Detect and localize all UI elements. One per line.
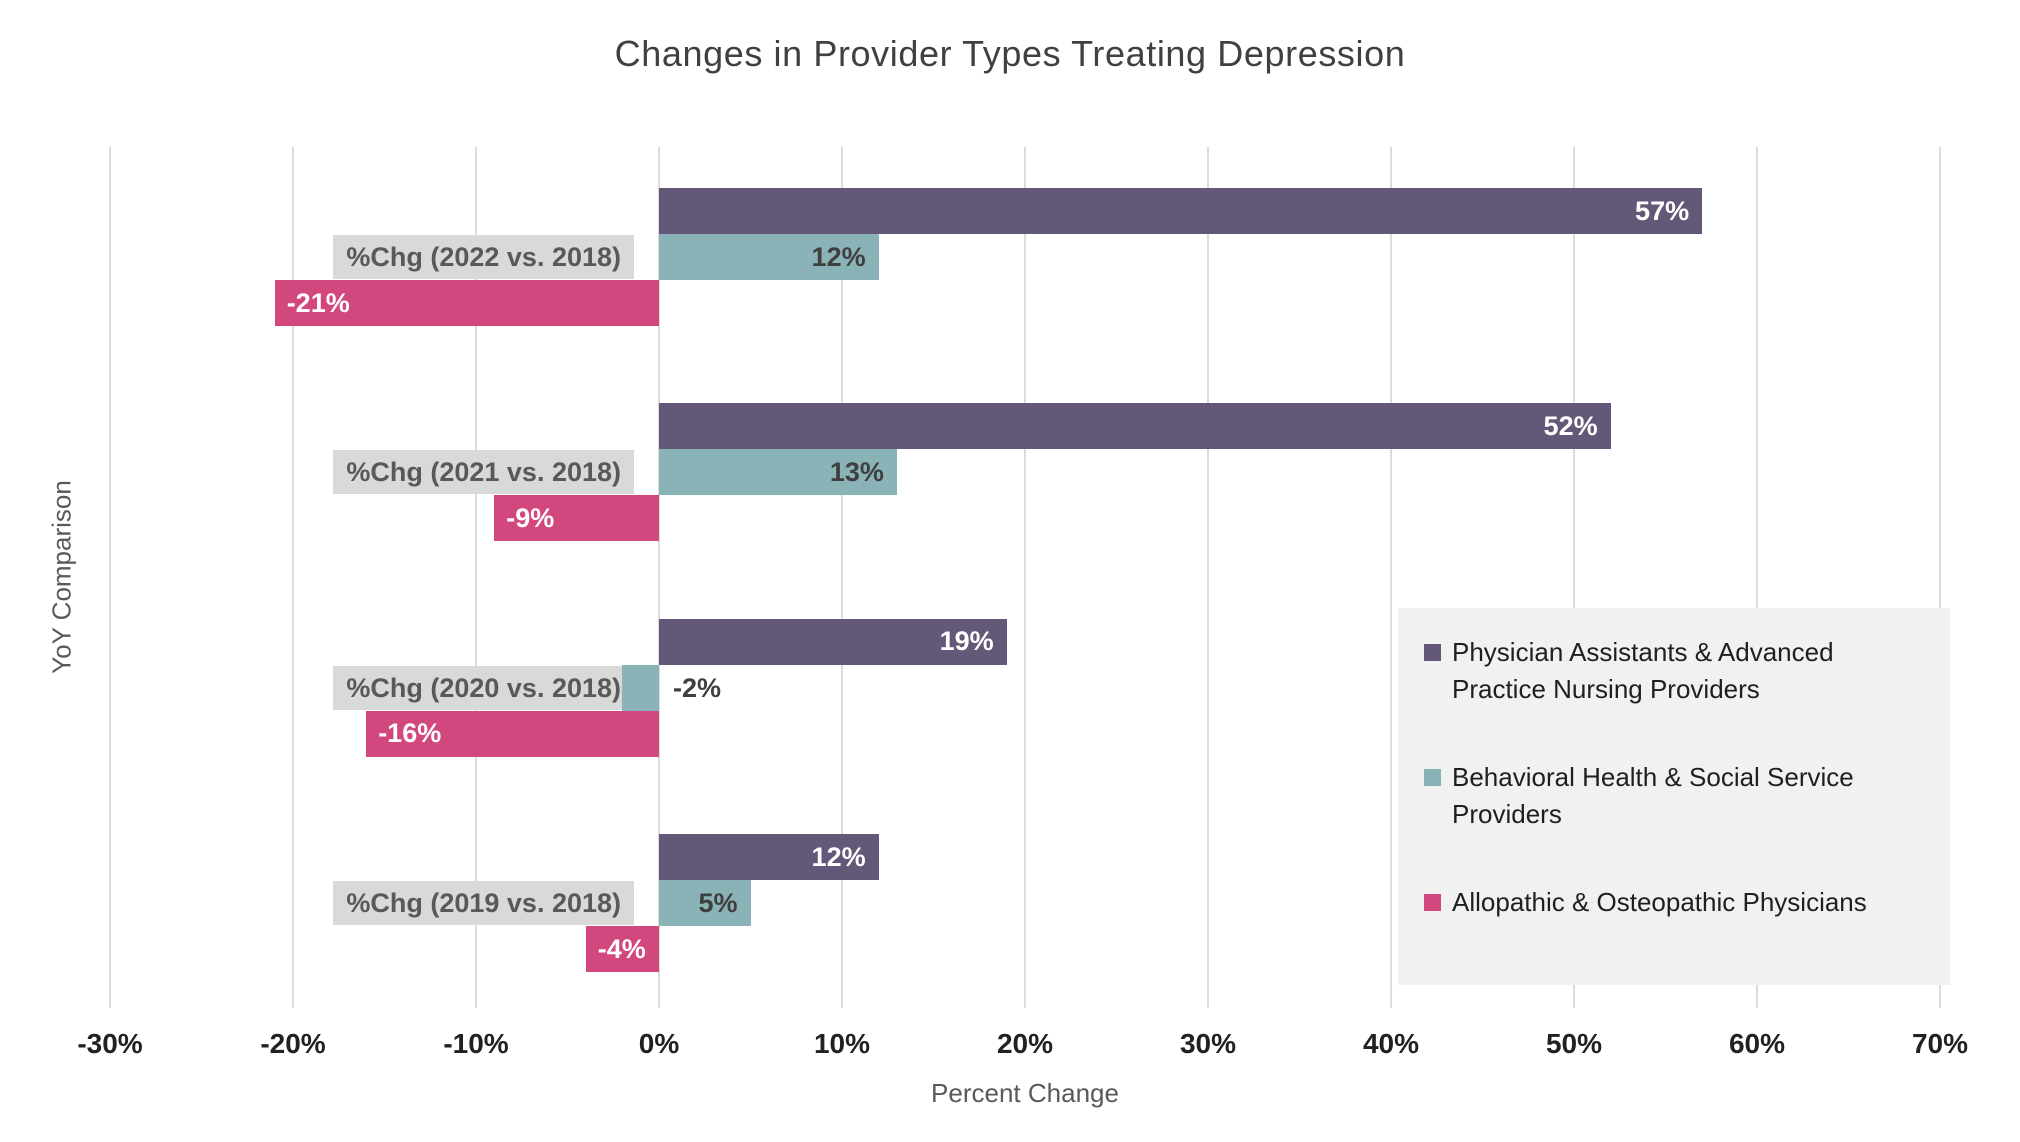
legend-item-physician-assistants-apn: Physician Assistants & Advanced Practice… (1424, 634, 1930, 708)
x-tick-label: 20% (996, 1028, 1054, 1059)
bar-label: -2% (673, 672, 722, 703)
x-tick-label: 30% (1179, 1028, 1237, 1059)
bar-label: 12% (811, 841, 866, 872)
x-tick-label: -10% (443, 1028, 509, 1059)
legend-label: Allopathic & Osteopathic Physicians (1452, 887, 1867, 917)
category-label-2022: %Chg (2022 vs. 2018) (333, 235, 634, 279)
bar-label: 5% (698, 887, 738, 918)
bar-physician-assistants-apn-2021: 52% (659, 403, 1611, 450)
x-tick-label: 50% (1545, 1028, 1603, 1059)
bar-label: -4% (597, 933, 646, 964)
bar-behavioral-health-ss-2019: 5% (659, 880, 751, 926)
bar-behavioral-health-ss-2022: 12% (659, 234, 879, 280)
bar-allopathic-osteopathic-2022: -21% (274, 280, 659, 326)
gridline (109, 147, 111, 1008)
x-tick-label: -30% (77, 1028, 143, 1059)
gridline (1207, 147, 1209, 1008)
bar-label: -9% (506, 502, 555, 533)
bar-label: 19% (939, 626, 994, 657)
bar-label: 57% (1635, 195, 1690, 226)
legend-swatch-allopathic-osteopathic (1424, 894, 1441, 911)
bar-physician-assistants-apn-2022: 57% (659, 188, 1703, 234)
chart-title: Changes in Provider Types Treating Depre… (614, 33, 1406, 74)
y-axis-title: YoY Comparison (46, 480, 77, 674)
gridline (1939, 147, 1941, 1008)
bar-label: -21% (286, 287, 350, 318)
bar-label: 13% (829, 456, 884, 487)
x-axis-title: Percent Change (931, 1078, 1119, 1108)
gridline (1390, 147, 1392, 1008)
bar-behavioral-health-ss-2021: 13% (659, 449, 897, 496)
legend-item-allopathic-osteopathic: Allopathic & Osteopathic Physicians (1424, 884, 1930, 921)
x-tick-label: 0% (638, 1028, 680, 1059)
legend-label: Physician Assistants & Advanced Practice… (1452, 637, 1834, 704)
legend-label: Behavioral Health & Social Service Provi… (1452, 762, 1854, 829)
bar-allopathic-osteopathic-2020: -16% (366, 710, 659, 757)
bar-allopathic-osteopathic-2019: -4% (585, 926, 659, 972)
category-label-2020: %Chg (2020 vs. 2018) (333, 665, 634, 710)
bar-physician-assistants-apn-2020: 19% (659, 618, 1007, 665)
category-label-2019: %Chg (2019 vs. 2018) (333, 881, 634, 925)
legend-item-behavioral-health-ss: Behavioral Health & Social Service Provi… (1424, 759, 1930, 833)
gridline (1024, 147, 1026, 1008)
x-tick-label: -20% (260, 1028, 326, 1059)
gridline (1756, 147, 1758, 1008)
gridline (475, 147, 477, 1008)
bar-physician-assistants-apn-2019: 12% (659, 834, 879, 880)
bar-behavioral-health-ss-2020 (622, 664, 659, 711)
x-tick-label: 60% (1728, 1028, 1786, 1059)
gridline (658, 147, 660, 1008)
bar-label: -16% (378, 718, 442, 749)
bar-label: 52% (1543, 410, 1598, 441)
x-tick-label: 70% (1911, 1028, 1969, 1059)
legend-swatch-physician-assistants-apn (1424, 644, 1441, 661)
x-tick-label: 40% (1362, 1028, 1420, 1059)
gridline (841, 147, 843, 1008)
gridline (292, 147, 294, 1008)
bar-allopathic-osteopathic-2021: -9% (494, 495, 659, 542)
legend-swatch-behavioral-health-ss (1424, 769, 1441, 786)
gridline (1573, 147, 1575, 1008)
x-tick-label: 10% (813, 1028, 871, 1059)
category-label-2021: %Chg (2021 vs. 2018) (333, 450, 634, 495)
legend: Physician Assistants & Advanced Practice… (1398, 608, 1950, 985)
bar-label: 12% (811, 241, 866, 272)
